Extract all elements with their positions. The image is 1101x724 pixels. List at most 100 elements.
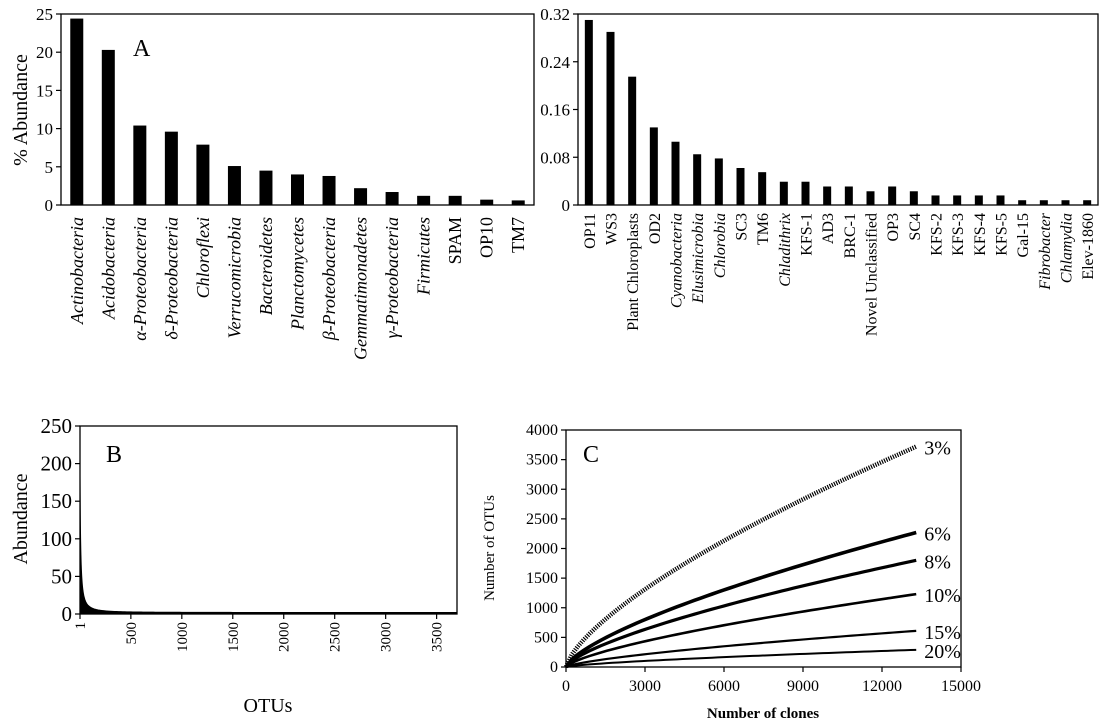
panel-a-minor-y-tick-label: 0.16 xyxy=(540,101,570,120)
panel-a-minor-category-label: Gal-15 xyxy=(1015,213,1032,257)
panel-a-minor-category-label: Elev-1860 xyxy=(1080,213,1097,280)
panel-c-y-tick-label: 3000 xyxy=(526,481,558,498)
panel-a-y-tick-label: 25 xyxy=(36,5,53,24)
panel-a-minor-bar xyxy=(671,141,680,205)
panel-c-series-label: 20% xyxy=(924,641,961,663)
panel-c-rarefaction-line xyxy=(565,629,917,669)
panel-a-minor-bar xyxy=(649,127,658,205)
panel-a-bar xyxy=(227,166,241,205)
panel-a-y-tick-label: 10 xyxy=(36,120,53,139)
panel-c-y-tick-label: 0 xyxy=(550,659,558,676)
panel-a-minor-bar xyxy=(736,167,745,205)
panel-a-minor-bar xyxy=(953,195,962,205)
panel-a-bar xyxy=(511,200,525,205)
panel-a-minor-category-label: AD3 xyxy=(820,213,837,244)
panel-b-frame xyxy=(79,425,458,615)
panel-a-minor-bar xyxy=(1061,200,1070,205)
panel-c-y-tick-label: 2500 xyxy=(526,511,558,528)
panel-a-minor-category-label: KFS-4 xyxy=(972,213,989,256)
panel-b-x-tick-label: 3500 xyxy=(430,622,446,652)
panel-a-minor-category-label: KFS-3 xyxy=(950,213,967,256)
panel-a-category-label: β-Proteobacteria xyxy=(319,217,339,341)
panel-a-category-label: SPAM xyxy=(445,217,465,264)
panel-a-bar xyxy=(164,131,178,205)
panel-a-minor-bar xyxy=(714,158,723,205)
panel-b-label: B xyxy=(106,442,122,468)
panel-c-series-label: 15% xyxy=(924,622,961,644)
panel-c-x-axis-label: Number of clones xyxy=(707,706,819,722)
panel-a-minor-bar xyxy=(1018,200,1027,205)
panel-b-x-tick-label: 1000 xyxy=(175,622,191,652)
panel-a-y-tick-label: 5 xyxy=(45,158,54,177)
panel-a-y-tick-label: 0 xyxy=(45,196,54,215)
panel-c-rarefaction-line xyxy=(565,648,917,668)
panel-a-minor-bar xyxy=(628,76,637,205)
panel-a-minor-bar xyxy=(693,154,702,205)
panel-c-series-label: 10% xyxy=(924,585,961,607)
panel-a-category-label: Gemmatimonadetes xyxy=(351,217,371,360)
panel-a-bar xyxy=(385,192,399,205)
panel-c-y-tick-label: 1000 xyxy=(526,600,558,617)
panel-b-rank-abundance-area xyxy=(79,456,458,615)
panel-a-category-label: OP10 xyxy=(477,217,497,258)
panel-a-minor-bar xyxy=(909,191,918,205)
panel-a-minor-y-tick-label: 0 xyxy=(562,196,571,215)
panel-b-y-axis-label: Abundance xyxy=(10,473,32,564)
panel-a-minor-bar xyxy=(888,186,897,205)
panel-b-x-tick-label: 2500 xyxy=(328,622,344,652)
panel-a-minor-bar xyxy=(1039,200,1048,205)
panel-c-y-axis-label: Number of OTUs xyxy=(482,495,498,601)
panel-c-x-tick-label: 6000 xyxy=(708,678,740,695)
panel-c-rarefaction-line xyxy=(565,592,917,669)
panel-b-x-tick-label: 500 xyxy=(124,622,140,645)
panel-c-y-tick-label: 1500 xyxy=(526,570,558,587)
panel-a-minor-bar xyxy=(584,19,593,205)
panel-a-minor-bar xyxy=(844,186,853,205)
panel-a-minor-bar xyxy=(823,186,832,205)
panel-a-minor-category-label: SC3 xyxy=(734,213,751,241)
panel-b-y-tick-label: 0 xyxy=(62,602,73,626)
panel-a-label: A xyxy=(133,36,151,62)
panel-a-category-label: Bacteroidetes xyxy=(256,217,276,315)
panel-a-category-label: γ-Proteobacteria xyxy=(382,217,402,338)
panel-a-minor-category-label: OD2 xyxy=(647,213,664,244)
panel-a-minor-category-label: OP3 xyxy=(885,213,902,241)
panel-c-rarefaction-line xyxy=(564,530,917,669)
panel-a-minor-category-label: KFS-1 xyxy=(799,213,816,256)
panel-a-minor-bar xyxy=(931,195,940,205)
panel-b-x-tick-label: 1500 xyxy=(226,622,242,652)
panel-c-chart: C Number of OTUs Number of clones 0 500 10… xyxy=(482,422,981,722)
panel-a-bar xyxy=(480,199,494,205)
panel-a-minor-bar xyxy=(974,195,983,205)
panel-a-minor-category-label: Cyanobacteria xyxy=(669,213,686,308)
panel-a-minor-category-label: Chlorobia xyxy=(712,213,729,278)
panel-b-x-tick-label: 2000 xyxy=(277,622,293,652)
panel-a-minor-category-label: SC4 xyxy=(907,213,924,241)
panel-c-y-tick-label: 3500 xyxy=(526,452,558,469)
panel-c-series-label: 8% xyxy=(924,551,951,573)
panel-b-x-tick-label: 3000 xyxy=(379,622,395,652)
panel-c-x-tick-label: 3000 xyxy=(629,678,661,695)
panel-a-bar xyxy=(354,188,368,205)
panel-a-minor-bar xyxy=(779,181,788,205)
panel-a-minor-y-tick-label: 0.32 xyxy=(540,5,570,24)
panel-a-minor-bar xyxy=(1083,200,1092,205)
panel-c-x-tick-label: 12000 xyxy=(862,678,902,695)
panel-c-x-tick-label: 0 xyxy=(562,678,570,695)
panel-c-series-label: 3% xyxy=(924,438,951,460)
panel-b-y-tick-label: 50 xyxy=(51,564,72,588)
panel-a-bar xyxy=(133,125,147,205)
panel-a-bar xyxy=(101,49,115,205)
panel-a-minor-bar xyxy=(801,181,810,205)
panel-a-minor-category-label: Chlamydia xyxy=(1059,213,1076,283)
panel-a-bar xyxy=(259,170,273,205)
panel-a-category-label: Firmicutes xyxy=(414,217,434,296)
panel-a-bar xyxy=(417,195,431,205)
panel-a-minor-bar xyxy=(866,191,875,205)
panel-c-x-tick-label: 9000 xyxy=(787,678,819,695)
panel-c-rarefaction-line xyxy=(564,558,917,669)
panel-c-y-tick-label: 500 xyxy=(534,629,558,646)
panel-a-y-axis-label: % Abundance xyxy=(10,54,32,166)
panel-a-minor-category-label: Novel Unclassified xyxy=(864,213,881,336)
